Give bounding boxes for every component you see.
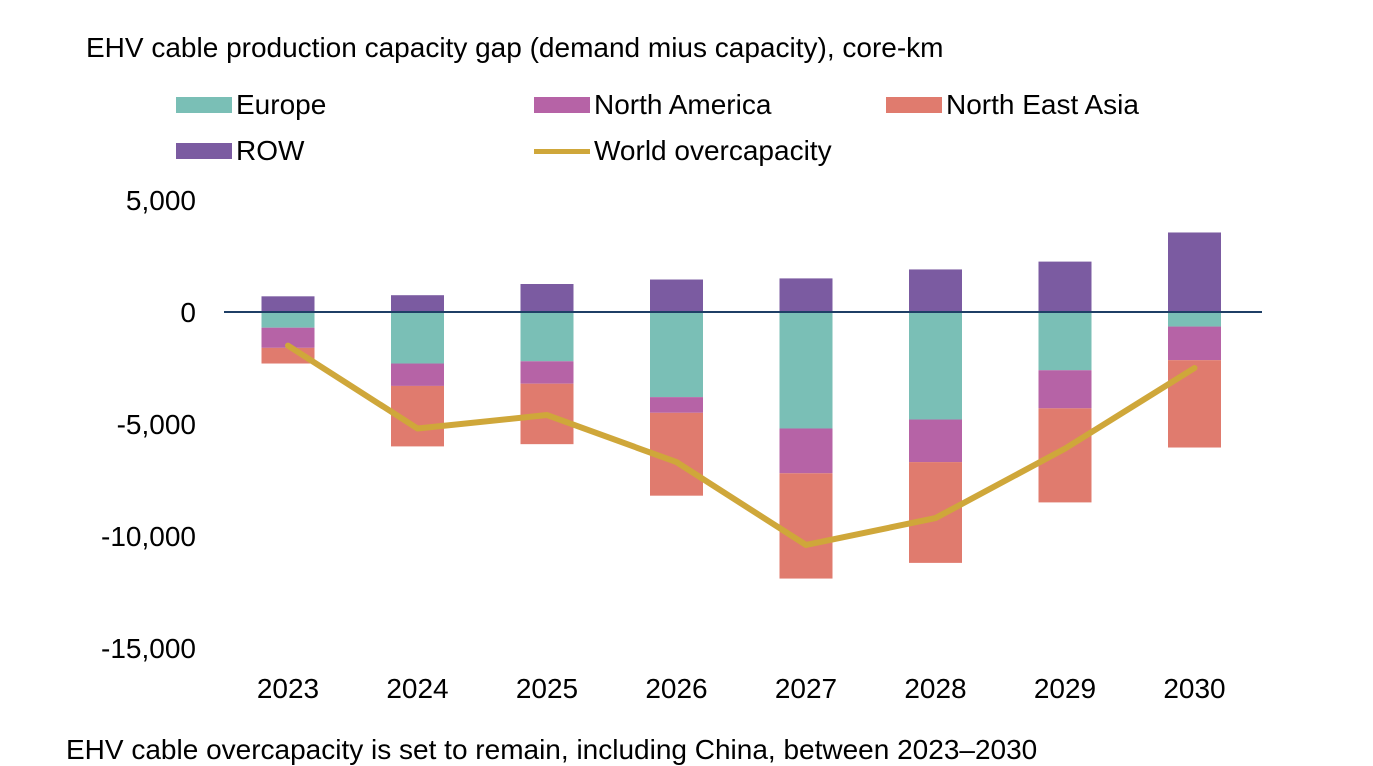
bar-europe-2028 (909, 312, 962, 420)
bar-north-america-2027 (779, 428, 833, 474)
legend-item-row: ROW (176, 134, 304, 168)
legend-label-row: ROW (236, 135, 305, 166)
legend-label-north-america: North America (594, 89, 772, 120)
x-tick-label-2027: 2027 (775, 673, 837, 704)
bar-row-2025 (520, 284, 574, 312)
bar-north-east-asia-2027 (779, 473, 833, 579)
legend-swatch-world-overcapacity (534, 148, 590, 154)
legend-swatch-row (176, 143, 232, 159)
legend-label-world-overcapacity: World overcapacity (594, 135, 832, 166)
x-tick-label-2024: 2024 (386, 673, 448, 704)
bar-europe-2023 (261, 312, 315, 328)
y-tick-label: 5,000 (126, 185, 196, 216)
bar-europe-2025 (520, 312, 574, 362)
y-tick-label: -10,000 (101, 521, 196, 552)
x-tick-label-2030: 2030 (1163, 673, 1225, 704)
legend-item-north-east-asia: North East Asia (886, 88, 1139, 122)
legend-swatch-north-east-asia (886, 97, 942, 113)
legend-swatch-north-america (534, 97, 590, 113)
x-tick-label-2028: 2028 (904, 673, 966, 704)
legend-item-europe: Europe (176, 88, 326, 122)
legend-label-europe: Europe (236, 89, 327, 120)
bar-europe-2029 (1038, 312, 1092, 371)
bar-europe-2030 (1168, 312, 1221, 327)
bar-north-east-asia-2028 (909, 462, 962, 563)
y-tick-label: -5,000 (117, 409, 196, 440)
bar-north-america-2026 (650, 397, 703, 413)
bar-row-2024 (391, 295, 444, 312)
chart-plot-area: 5,000 0 -5,000 -10,000 -15,000 2023 2024 2025 20… (101, 185, 1262, 704)
bar-row-2027 (779, 278, 833, 312)
bar-north-america-2024 (391, 363, 444, 386)
bar-north-america-2028 (909, 419, 962, 463)
bar-north-america-2030 (1168, 326, 1221, 361)
x-tick-label-2023: 2023 (257, 673, 319, 704)
bar-north-america-2023 (261, 327, 315, 348)
bar-row-2026 (650, 279, 703, 312)
legend-swatch-europe (176, 97, 232, 113)
chart-title: EHV cable production capacity gap (deman… (86, 32, 944, 63)
bar-row-2023 (261, 296, 315, 312)
bar-europe-2024 (391, 312, 444, 364)
x-tick-label-2029: 2029 (1034, 673, 1096, 704)
legend-item-world-overcapacity: World overcapacity (534, 134, 832, 168)
y-tick-label: 0 (180, 297, 196, 328)
x-tick-label-2025: 2025 (516, 673, 578, 704)
y-tick-label: -15,000 (101, 633, 196, 664)
world-overcapacity-line (285, 342, 1198, 548)
bar-europe-2026 (650, 312, 703, 398)
bar-north-east-asia-2030 (1168, 360, 1221, 448)
legend-item-north-america: North America (534, 88, 771, 122)
chart-caption: EHV cable overcapacity is set to remain,… (66, 734, 1038, 765)
bar-row-2030 (1168, 232, 1221, 312)
bar-row-2028 (909, 269, 962, 312)
legend-label-north-east-asia: North East Asia (946, 89, 1139, 120)
bar-north-america-2029 (1038, 370, 1092, 409)
x-tick-label-2026: 2026 (645, 673, 707, 704)
bar-north-america-2025 (520, 361, 574, 384)
bar-row-2029 (1038, 261, 1092, 312)
bar-europe-2027 (779, 312, 833, 429)
